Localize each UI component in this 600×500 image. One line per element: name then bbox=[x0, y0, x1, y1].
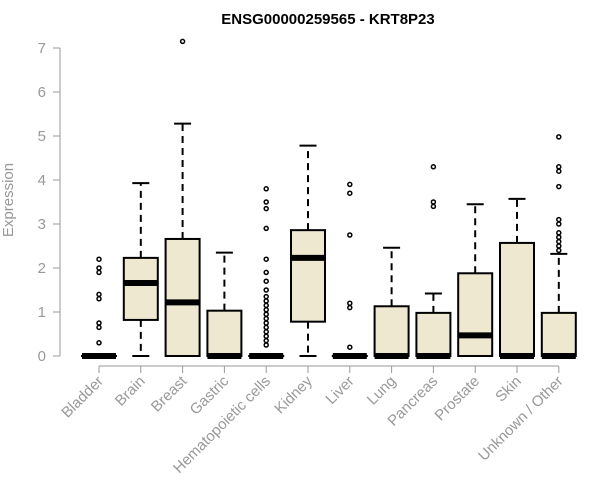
iqr-box bbox=[373, 305, 410, 357]
y-tick-label: 3 bbox=[38, 216, 46, 233]
outlier-point bbox=[263, 311, 269, 317]
outlier-point bbox=[263, 269, 269, 276]
outlier-point bbox=[263, 186, 269, 192]
y-tick-label: 5 bbox=[38, 128, 46, 145]
x-tick-label: Breast bbox=[148, 372, 191, 415]
outlier-point bbox=[347, 190, 353, 196]
boxes-layer bbox=[81, 38, 577, 359]
outlier-point bbox=[96, 340, 102, 346]
outlier-point bbox=[263, 307, 269, 313]
box-group bbox=[206, 251, 243, 359]
outlier-point bbox=[556, 164, 562, 170]
outlier-point bbox=[347, 304, 353, 311]
box-group bbox=[457, 203, 494, 357]
x-tick-label: Lung bbox=[364, 373, 400, 409]
y-axis: 0 1 2 3 4 5 6 7 bbox=[38, 40, 61, 365]
box-group bbox=[331, 181, 368, 359]
outlier-point bbox=[556, 134, 562, 140]
outlier-point bbox=[263, 342, 269, 348]
outlier-point bbox=[347, 300, 353, 306]
outlier-point bbox=[263, 278, 269, 284]
outlier-point bbox=[96, 256, 102, 262]
outlier-point bbox=[430, 199, 437, 205]
outlier-point bbox=[96, 320, 102, 326]
outlier-point bbox=[96, 265, 102, 271]
outlier-point bbox=[263, 293, 269, 300]
y-tick-label: 0 bbox=[38, 348, 46, 365]
y-axis-label: Expression bbox=[0, 163, 17, 237]
box-group bbox=[122, 182, 159, 357]
box-group bbox=[248, 186, 285, 359]
x-tick-label: Prostate bbox=[431, 373, 483, 425]
outlier-point bbox=[556, 221, 562, 227]
iqr-box bbox=[164, 237, 201, 358]
outlier-point bbox=[347, 344, 353, 350]
outlier-point bbox=[556, 216, 562, 223]
outlier-point bbox=[263, 333, 269, 339]
outlier-point bbox=[556, 183, 562, 190]
outlier-point bbox=[96, 269, 102, 276]
iqr-box bbox=[290, 229, 326, 323]
box-group bbox=[164, 38, 201, 358]
y-tick-label: 7 bbox=[38, 40, 46, 57]
iqr-box bbox=[540, 311, 577, 358]
outlier-point bbox=[96, 324, 102, 331]
outlier-point bbox=[430, 164, 437, 170]
outlier-point bbox=[263, 337, 269, 344]
outlier-point bbox=[263, 315, 269, 322]
outlier-point bbox=[430, 203, 437, 210]
outlier-point bbox=[263, 256, 269, 262]
iqr-box bbox=[206, 309, 243, 357]
outlier-point bbox=[263, 298, 269, 304]
iqr-box bbox=[499, 241, 535, 357]
outlier-point bbox=[556, 234, 562, 240]
outlier-point bbox=[96, 291, 102, 298]
x-tick-label: Kidney bbox=[271, 372, 316, 417]
x-tick-label: Liver bbox=[323, 373, 358, 408]
y-tick-label: 1 bbox=[38, 304, 46, 321]
y-tick-label: 6 bbox=[38, 84, 46, 101]
y-tick-label: 2 bbox=[38, 260, 46, 277]
outlier-point bbox=[556, 243, 562, 249]
outlier-point bbox=[263, 287, 269, 293]
outlier-point bbox=[179, 38, 186, 45]
x-tick-label: Skin bbox=[492, 373, 525, 406]
outlier-point bbox=[263, 199, 269, 205]
outlier-point bbox=[263, 329, 269, 335]
x-tick-label: Brain bbox=[112, 373, 149, 410]
outlier-point bbox=[556, 238, 562, 245]
box-group bbox=[290, 144, 326, 357]
x-tick-label: Bladder bbox=[58, 373, 107, 422]
box-group bbox=[540, 134, 577, 359]
box-group bbox=[81, 256, 117, 359]
outlier-point bbox=[263, 225, 269, 232]
box-group bbox=[373, 246, 410, 359]
outlier-point bbox=[556, 168, 562, 174]
outlier-point bbox=[556, 230, 562, 236]
outlier-point bbox=[263, 302, 269, 309]
outlier-point bbox=[263, 324, 269, 331]
iqr-box bbox=[457, 272, 494, 357]
box-group bbox=[499, 197, 535, 359]
outlier-point bbox=[96, 296, 102, 302]
y-tick-label: 4 bbox=[38, 172, 46, 189]
chart-title: ENSG00000259565 - KRT8P23 bbox=[221, 11, 434, 28]
iqr-box bbox=[415, 311, 452, 358]
outlier-point bbox=[556, 247, 562, 254]
outlier-point bbox=[347, 232, 353, 238]
box-group bbox=[415, 164, 452, 359]
outlier-point bbox=[263, 320, 269, 326]
outlier-point bbox=[347, 181, 353, 188]
iqr-box bbox=[122, 256, 159, 321]
outlier-point bbox=[263, 205, 269, 212]
